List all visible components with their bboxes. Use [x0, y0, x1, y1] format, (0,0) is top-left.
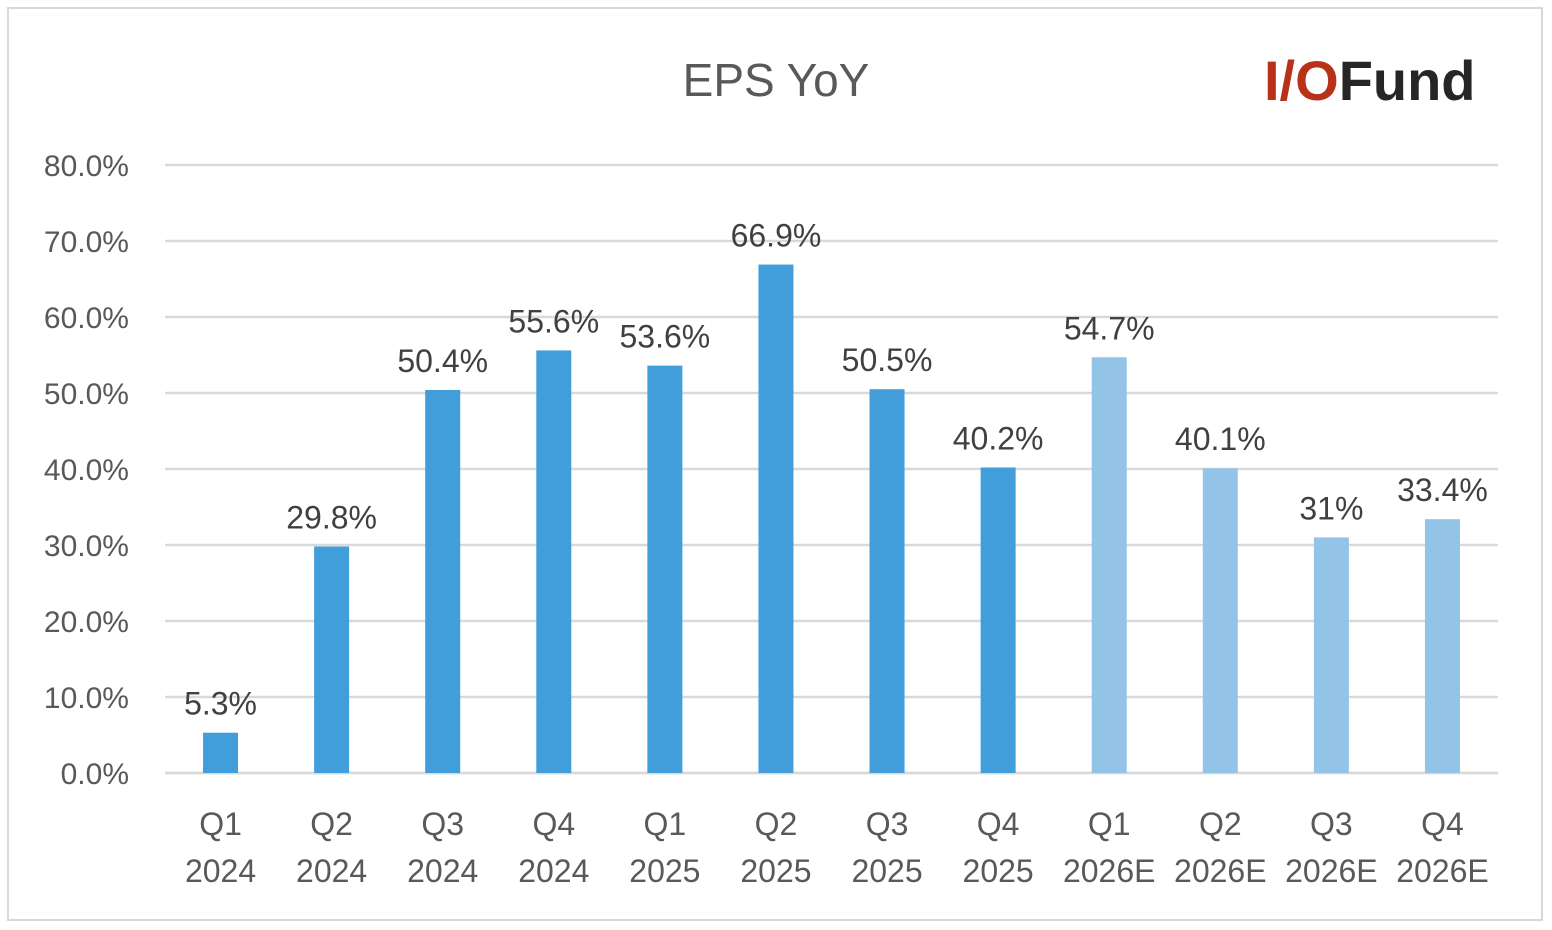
- x-tick-label-quarter: Q1: [644, 806, 687, 842]
- bar: [203, 732, 239, 773]
- y-tick-label: 50.0%: [44, 378, 129, 411]
- bar: [1091, 357, 1127, 773]
- bar: [314, 546, 350, 773]
- bar: [425, 389, 461, 773]
- bar: [758, 264, 794, 773]
- x-tick-label-year: 2026E: [1063, 853, 1156, 889]
- y-tick-label: 20.0%: [44, 606, 129, 639]
- y-tick-label: 10.0%: [44, 682, 129, 715]
- x-tick-label-year: 2025: [851, 853, 922, 889]
- data-label: 50.5%: [842, 342, 933, 378]
- y-tick-label: 70.0%: [44, 226, 129, 259]
- bar: [536, 350, 572, 773]
- data-label: 55.6%: [508, 303, 599, 339]
- x-tick-label-year: 2024: [296, 853, 367, 889]
- data-label: 29.8%: [286, 500, 377, 536]
- data-labels: 5.3% 29.8% 50.4% 55.6% 53.6% 66.9% 50.5% 40.2% 5…: [184, 218, 1488, 722]
- data-label: 40.2%: [953, 420, 1044, 456]
- x-tick-label-year: 2025: [629, 853, 700, 889]
- logo: I/OFund: [1264, 49, 1476, 112]
- data-label: 33.4%: [1397, 472, 1488, 508]
- x-tick-label-year: 2026E: [1396, 853, 1489, 889]
- y-tick-label: 40.0%: [44, 454, 129, 487]
- x-tick-label-quarter: Q4: [532, 806, 575, 842]
- y-axis-ticks: 0.0% 10.0% 20.0% 30.0% 40.0% 50.0% 60.0% 70.0% 8…: [44, 150, 129, 791]
- data-label: 31%: [1299, 490, 1363, 526]
- bar: [1424, 519, 1460, 773]
- x-tick-label-year: 2024: [407, 853, 478, 889]
- data-label: 5.3%: [184, 686, 257, 722]
- x-tick-label-quarter: Q1: [199, 806, 242, 842]
- y-tick-label: 80.0%: [44, 150, 129, 183]
- x-tick-label-year: 2024: [185, 853, 256, 889]
- x-tick-label-quarter: Q2: [755, 806, 798, 842]
- data-label: 50.4%: [397, 343, 488, 379]
- x-tick-label-quarter: Q4: [977, 806, 1020, 842]
- x-tick-label-quarter: Q3: [421, 806, 464, 842]
- x-tick-label-year: 2025: [740, 853, 811, 889]
- x-tick-label-year: 2025: [963, 853, 1034, 889]
- x-tick-label-quarter: Q2: [310, 806, 353, 842]
- x-tick-label-quarter: Q3: [866, 806, 909, 842]
- bar: [647, 365, 683, 773]
- x-tick-label-quarter: Q2: [1199, 806, 1242, 842]
- data-label: 40.1%: [1175, 421, 1266, 457]
- bar: [1313, 537, 1349, 773]
- svg-text:I/OFund: I/OFund: [1264, 49, 1476, 112]
- bar: [980, 467, 1016, 773]
- x-tick-label-year: 2026E: [1285, 853, 1378, 889]
- chart-title: EPS YoY: [683, 54, 870, 106]
- y-tick-label: 0.0%: [61, 758, 129, 791]
- x-tick-label-quarter: Q1: [1088, 806, 1131, 842]
- logo-io-text: I/O: [1264, 49, 1339, 112]
- y-tick-label: 60.0%: [44, 302, 129, 335]
- data-label: 66.9%: [731, 218, 822, 254]
- x-tick-label-year: 2024: [518, 853, 589, 889]
- x-tick-label-quarter: Q3: [1310, 806, 1353, 842]
- x-tick-label-quarter: Q4: [1421, 806, 1464, 842]
- bars: [203, 264, 1460, 773]
- x-tick-label-year: 2026E: [1174, 853, 1267, 889]
- gridlines: [165, 163, 1498, 775]
- bar: [1202, 468, 1238, 773]
- bar: [869, 389, 905, 773]
- x-axis-ticks: Q1 2024 Q2 2024 Q3 2024 Q4 2024 Q1 2025 Q2 2025 Q3 20…: [185, 806, 1489, 889]
- y-tick-label: 30.0%: [44, 530, 129, 563]
- data-label: 53.6%: [620, 319, 711, 355]
- data-label: 54.7%: [1064, 310, 1155, 346]
- logo-fund-text: Fund: [1339, 49, 1476, 112]
